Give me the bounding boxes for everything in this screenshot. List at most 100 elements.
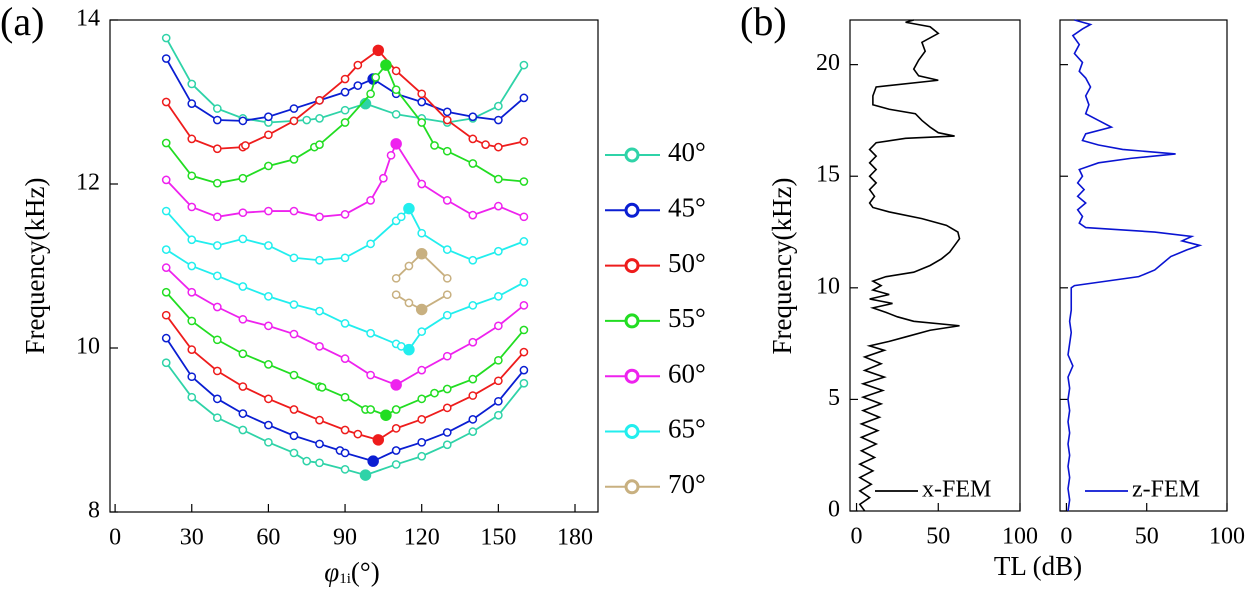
legend-label: 45° [668, 193, 706, 223]
data-point [404, 261, 414, 271]
data-point [264, 241, 273, 250]
data-point [367, 455, 379, 467]
data-point [161, 263, 171, 272]
data-point [417, 414, 427, 424]
data-point [372, 44, 385, 57]
data-point [366, 370, 375, 380]
legend-marker [624, 479, 640, 495]
data-point [340, 354, 350, 364]
data-point [494, 174, 503, 184]
data-point [404, 298, 414, 308]
data-point [468, 374, 478, 384]
data-point [519, 60, 529, 70]
curve [165, 362, 525, 477]
data-point [417, 327, 427, 336]
data-point [430, 388, 439, 398]
data-point [403, 202, 415, 215]
data-point [264, 394, 273, 404]
data-point [494, 142, 503, 152]
data-point [403, 343, 415, 356]
y-tick-label: 5 [828, 385, 840, 411]
data-point [417, 451, 427, 461]
legend-label: 55° [668, 303, 706, 333]
data-point [161, 358, 171, 368]
data-point [519, 212, 529, 222]
x-tick-label: 100 [1002, 524, 1038, 550]
data-point [417, 118, 427, 127]
data-point [161, 175, 171, 185]
data-point [442, 245, 452, 254]
data-point [442, 440, 452, 450]
data-point [212, 212, 222, 222]
data-point [391, 85, 401, 95]
data-point [315, 96, 324, 105]
y-axis-label: Frequency(kHz) [767, 178, 797, 355]
data-point [289, 104, 299, 113]
data-point [212, 366, 222, 376]
data-point [391, 424, 401, 433]
data-point [494, 101, 503, 111]
data-point [187, 79, 197, 89]
data-point [238, 409, 248, 418]
data-point [417, 437, 427, 447]
data-point [315, 114, 324, 123]
x-tick-label: 30 [180, 525, 204, 551]
panel-label: (a) [0, 0, 44, 44]
data-point [238, 116, 248, 126]
data-point [366, 328, 375, 338]
data-point [519, 325, 529, 335]
data-point [315, 255, 324, 265]
data-point [264, 112, 273, 122]
data-point [238, 425, 248, 435]
y-tick-label: 8 [88, 498, 100, 524]
data-point [494, 410, 503, 420]
data-point [391, 273, 401, 283]
data-point [315, 439, 324, 449]
data-point [494, 115, 503, 125]
x-axis-subscript: 1i [339, 571, 351, 587]
data-point [187, 134, 197, 144]
data-point [212, 271, 222, 281]
data-point [519, 347, 529, 357]
data-point [494, 376, 503, 386]
data-point [238, 173, 248, 183]
y-tick-label: 10 [76, 334, 100, 360]
legend-label: x-FEM [922, 477, 991, 503]
data-point [340, 319, 350, 328]
data-point [161, 310, 171, 320]
data-point [289, 155, 299, 164]
data-point [481, 140, 490, 149]
data-point [340, 87, 350, 97]
data-point [386, 150, 396, 160]
data-point [366, 239, 375, 249]
data-point [161, 138, 171, 148]
data-point [417, 394, 427, 404]
legend-marker [624, 202, 640, 218]
data-point [187, 235, 197, 245]
x-tick-label: 0 [109, 525, 121, 551]
data-point [442, 196, 452, 205]
plot-frame [109, 19, 599, 513]
curve [165, 314, 525, 441]
data-point [468, 159, 478, 168]
legend-label: 70° [668, 469, 706, 499]
data-point [372, 434, 385, 446]
data-point [468, 337, 478, 347]
data-point [468, 391, 478, 400]
curve [165, 58, 525, 122]
data-point [519, 177, 529, 186]
data-point [187, 171, 197, 181]
x-axis-label: φ1i(°) [324, 557, 379, 587]
curve [395, 293, 448, 311]
data-point [519, 137, 529, 146]
data-point [442, 428, 452, 437]
y-axis-label: Frequency(kHz) [20, 178, 50, 355]
data-point [519, 365, 529, 375]
data-point [315, 140, 324, 149]
y-tick-label: 0 [828, 497, 840, 523]
data-point [212, 302, 222, 312]
panel-label: (b) [740, 0, 787, 44]
data-point [380, 409, 392, 421]
y-tick-label: 15 [816, 162, 840, 188]
data-point [315, 342, 324, 351]
